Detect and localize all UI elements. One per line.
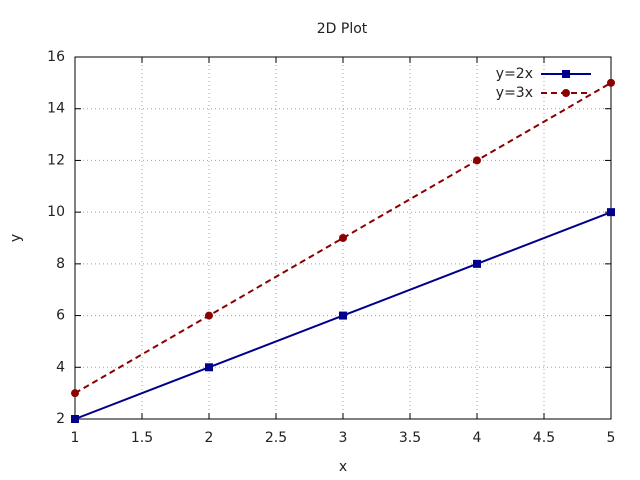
x-tick-label: 1.5 bbox=[131, 430, 153, 446]
marker bbox=[205, 311, 213, 320]
y-tick-label: 12 bbox=[47, 152, 65, 168]
y-axis-label: y bbox=[8, 234, 24, 242]
legend-label: y=2x bbox=[496, 66, 533, 82]
plot-border bbox=[74, 56, 612, 420]
x-tick-label: 3 bbox=[339, 430, 348, 446]
marker bbox=[607, 78, 615, 87]
marker bbox=[71, 415, 79, 423]
x-tick-label: 4 bbox=[473, 430, 482, 446]
x-tick-label: 2.5 bbox=[265, 430, 287, 446]
marker bbox=[71, 389, 79, 398]
marker bbox=[473, 156, 481, 165]
y-tick-label: 14 bbox=[47, 101, 65, 117]
x-tick-label: 4.5 bbox=[533, 430, 555, 446]
x-tick-label: 2 bbox=[205, 430, 214, 446]
legend-marker bbox=[562, 70, 570, 78]
x-tick-label: 5 bbox=[607, 430, 616, 446]
series-line bbox=[74, 81, 612, 395]
y-tick-label: 6 bbox=[56, 308, 65, 324]
legend-marker bbox=[562, 89, 570, 97]
y-tick-label: 16 bbox=[47, 49, 65, 65]
marker bbox=[339, 234, 347, 242]
chart-title: 2D Plot bbox=[317, 21, 368, 37]
x-tick-label: 1 bbox=[71, 430, 80, 446]
marker bbox=[607, 208, 615, 217]
x-axis-label: x bbox=[339, 459, 347, 475]
y-tick-label: 2 bbox=[56, 411, 65, 427]
y-tick-label: 10 bbox=[47, 204, 65, 220]
y-tick-label: 4 bbox=[56, 359, 65, 375]
marker bbox=[473, 259, 481, 268]
legend-label: y=3x bbox=[496, 85, 533, 101]
marker bbox=[205, 363, 213, 372]
marker bbox=[339, 311, 347, 320]
x-tick-label: 3.5 bbox=[399, 430, 421, 446]
y-tick-label: 8 bbox=[56, 256, 65, 272]
